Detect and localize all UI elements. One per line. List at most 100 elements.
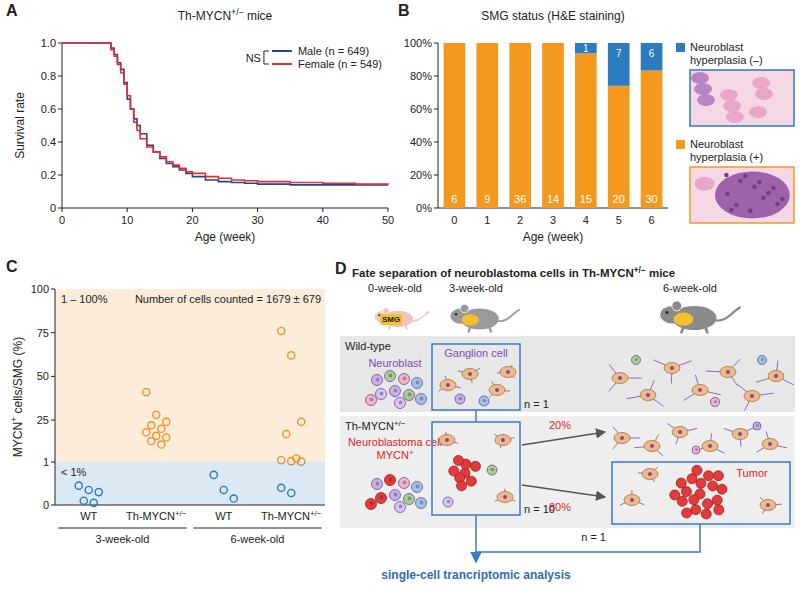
count-label: 6 — [649, 48, 655, 59]
data-point — [288, 352, 295, 359]
soma — [640, 390, 656, 401]
ganglion-cell — [609, 365, 642, 392]
x-tick-label: 40 — [317, 214, 329, 226]
y-tick — [58, 109, 62, 110]
data-point — [143, 389, 150, 396]
tissue-lobule — [691, 72, 709, 84]
soma — [439, 435, 455, 446]
ganglion-cell — [613, 427, 640, 449]
group-label: 3-week-old — [96, 533, 150, 545]
data-point — [163, 434, 170, 441]
nucleus — [501, 438, 505, 442]
y-tick-label: 0% — [416, 202, 432, 214]
tumor-cell — [449, 466, 459, 476]
chart-title: SMG status (H&E staining) — [481, 9, 624, 23]
nucleus — [650, 444, 654, 448]
soma — [500, 367, 516, 378]
ear — [672, 301, 682, 311]
cell — [711, 398, 720, 407]
count-label: 14 — [547, 193, 559, 205]
image-frame — [690, 70, 794, 126]
y-tick-label: 60% — [410, 103, 432, 115]
nucleus — [506, 370, 510, 374]
text-line: hyperplasia (–) — [690, 54, 763, 66]
column-header: 6-week-old — [663, 282, 717, 294]
cell — [416, 394, 427, 405]
points — [143, 327, 305, 465]
cell — [372, 375, 383, 386]
soma — [732, 429, 748, 440]
nucleus — [380, 392, 384, 396]
cell — [416, 498, 427, 509]
nucleus — [648, 472, 652, 476]
cell — [390, 386, 401, 397]
nucleus — [376, 482, 380, 486]
tissue-dot — [757, 180, 761, 184]
diagram-title: Fate separation of neuroblastoma cells i… — [352, 266, 675, 279]
bar-segment — [509, 43, 531, 44]
soma — [744, 391, 760, 402]
superscript: +/− — [175, 509, 187, 518]
cell — [372, 479, 383, 490]
bar-chart: 0%20%40%60%80%100%0123456BSMG status (H&… — [398, 2, 794, 244]
nucleus — [698, 388, 702, 392]
range-band — [55, 289, 325, 462]
row-band — [340, 336, 795, 412]
y-tick-label: 100% — [404, 37, 432, 49]
legend-label: Neuroblasthyperplasia (+) — [690, 138, 763, 163]
bar-segment — [476, 43, 498, 208]
row-label: Th-MYCN+/− — [345, 419, 406, 432]
legend-swatch — [272, 63, 292, 65]
nucleus — [447, 500, 451, 504]
panel-letter: D — [335, 260, 347, 277]
tumor-cell — [701, 509, 711, 519]
cell-label: Ganglion cell — [444, 347, 508, 359]
axis-line — [55, 289, 56, 462]
nucleus — [708, 444, 712, 448]
y-tick — [51, 332, 55, 333]
soma — [462, 369, 478, 380]
ganglion-cell — [667, 423, 697, 444]
superscript: +/− — [634, 266, 646, 275]
data-point — [278, 484, 285, 491]
x-tick-label: 4 — [583, 214, 589, 226]
nucleus — [503, 495, 507, 499]
row-band — [340, 416, 795, 528]
bar-segment — [575, 43, 597, 53]
nucleus — [394, 389, 398, 393]
tissue-lobule — [749, 106, 767, 118]
ganglion-cell — [497, 365, 516, 378]
tumor-cell — [457, 481, 467, 491]
annotation: < 1% — [61, 466, 87, 478]
tissue-dot — [748, 209, 752, 213]
tumor-cell — [689, 495, 699, 505]
y-tick — [58, 43, 62, 44]
soma — [642, 469, 658, 480]
y-tick-label: 75 — [37, 327, 49, 339]
cell — [753, 422, 761, 430]
soma — [762, 439, 778, 450]
data-point — [210, 471, 217, 478]
x-tick-label: 1 — [484, 214, 490, 226]
diagram: D Fate separation of neuroblastoma cells … — [335, 260, 795, 582]
cell — [632, 356, 641, 365]
x-tick-label: WT — [215, 510, 232, 522]
cell — [376, 389, 387, 400]
text-part: Th-MYCN — [261, 510, 310, 522]
data-point — [158, 441, 165, 448]
nucleus — [618, 376, 622, 380]
tissue-bg — [690, 167, 794, 223]
soma — [644, 441, 660, 452]
y-tick-label: 40% — [410, 136, 432, 148]
y-tick-label: 80% — [410, 70, 432, 82]
x-tick-label: Th-MYCN+/− — [261, 509, 322, 522]
y-tick-label: 25 — [37, 414, 49, 426]
nucleus — [695, 448, 698, 451]
soma — [440, 380, 456, 391]
data-point — [153, 411, 160, 418]
eye — [665, 311, 668, 314]
annotation: Number of cells counted = 1679 ± 679 — [135, 293, 321, 305]
tail — [497, 310, 520, 322]
data-point — [85, 486, 92, 493]
sample-box — [432, 422, 520, 515]
